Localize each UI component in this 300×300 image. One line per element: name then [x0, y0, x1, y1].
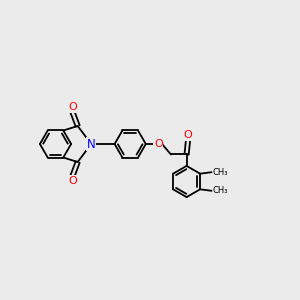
- Text: O: O: [154, 139, 163, 149]
- Text: N: N: [87, 137, 96, 151]
- Text: CH₃: CH₃: [212, 168, 228, 177]
- Text: CH₃: CH₃: [212, 186, 228, 195]
- Text: O: O: [68, 102, 77, 112]
- Text: O: O: [68, 176, 77, 186]
- Text: O: O: [184, 130, 193, 140]
